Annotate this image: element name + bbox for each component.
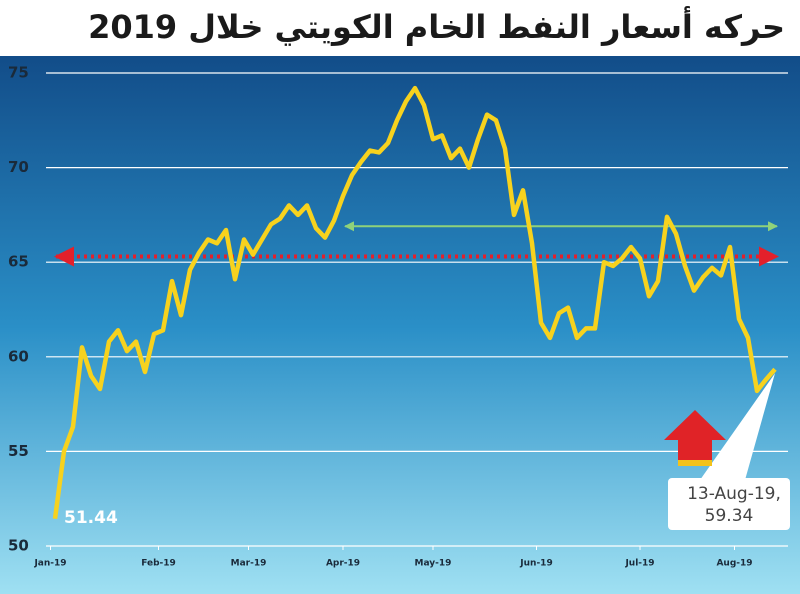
x-tick-label: Jan-19 xyxy=(33,559,66,569)
x-tick-label: Aug-19 xyxy=(716,559,752,569)
y-tick-label: 60 xyxy=(8,347,29,365)
x-tick-label: Jul-19 xyxy=(624,559,654,569)
y-tick-label: 50 xyxy=(8,537,29,555)
callout-value: 59.34 xyxy=(705,506,754,526)
y-tick-label: 55 xyxy=(8,442,29,460)
red-arrow xyxy=(664,410,726,466)
callout-box xyxy=(668,478,790,530)
x-tick-label: Apr-19 xyxy=(326,559,360,569)
x-tick-label: Feb-19 xyxy=(141,559,176,569)
price-line xyxy=(52,85,777,520)
title-band xyxy=(0,0,800,56)
callout xyxy=(700,373,775,480)
x-tick-label: May-19 xyxy=(415,559,452,569)
x-tick-label: Jun-19 xyxy=(519,559,552,569)
x-tick-label: Mar-19 xyxy=(231,559,267,569)
data-label: 51.44 xyxy=(64,508,118,528)
y-tick-label: 65 xyxy=(8,253,29,271)
chart-title: حركه أسعار النفط الخام الكويتي خلال 2019 xyxy=(88,6,785,46)
callout-date: 13-Aug-19, xyxy=(687,484,781,504)
y-tick-label: 75 xyxy=(8,64,29,82)
y-tick-label: 70 xyxy=(8,158,29,176)
